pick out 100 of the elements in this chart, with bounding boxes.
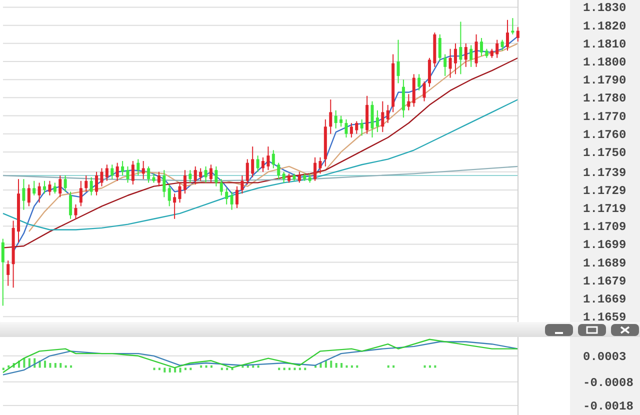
candlestick bbox=[22, 178, 26, 210]
y-tick-label: 1.1790 bbox=[583, 74, 626, 88]
bar bbox=[304, 368, 306, 370]
candlestick bbox=[282, 171, 286, 184]
bar bbox=[44, 360, 46, 368]
candlestick bbox=[490, 48, 494, 58]
candlestick bbox=[428, 57, 431, 88]
candlestick bbox=[74, 204, 78, 220]
y-tick-label: -0.0008 bbox=[583, 376, 634, 390]
candlestick bbox=[240, 174, 244, 194]
candlestick bbox=[485, 48, 488, 58]
candlestick bbox=[277, 162, 280, 180]
y-tick-label: 1.1669 bbox=[583, 292, 626, 306]
candlestick bbox=[136, 158, 140, 176]
candlestick bbox=[204, 166, 208, 184]
candlestick bbox=[1, 238, 4, 306]
candlestick bbox=[444, 54, 447, 76]
candlestick bbox=[272, 150, 275, 169]
candlestick bbox=[64, 174, 67, 192]
candlestick bbox=[334, 110, 338, 129]
bar bbox=[278, 368, 280, 370]
bar bbox=[190, 368, 192, 370]
y-tick-label: 1.1810 bbox=[583, 37, 626, 52]
bar bbox=[226, 368, 228, 370]
y-tick-label: 1.1800 bbox=[583, 56, 626, 70]
candlestick bbox=[162, 170, 166, 198]
candlestick bbox=[147, 166, 150, 184]
candlestick bbox=[58, 174, 62, 198]
y-tick-label: 1.1780 bbox=[583, 92, 626, 106]
y-tick-label: 1.1709 bbox=[583, 220, 626, 234]
candlestick bbox=[516, 26, 520, 42]
y-tick-label: 1.1770 bbox=[583, 110, 626, 124]
candlestick bbox=[110, 164, 114, 180]
y-tick-label: 1.1659 bbox=[583, 310, 626, 325]
candlestick bbox=[199, 168, 202, 182]
candlestick bbox=[500, 39, 504, 52]
candlestick bbox=[43, 180, 46, 194]
candlestick bbox=[470, 44, 473, 68]
line-series bbox=[28, 42, 519, 232]
bar bbox=[60, 363, 62, 368]
candlestick bbox=[454, 42, 457, 75]
line-series bbox=[2, 98, 519, 230]
candlestick bbox=[105, 164, 108, 182]
candlestick bbox=[116, 162, 119, 182]
candlestick bbox=[38, 182, 41, 204]
bar bbox=[2, 368, 4, 370]
candlestick bbox=[496, 39, 499, 58]
candlestick bbox=[340, 115, 343, 128]
bar bbox=[220, 368, 223, 370]
bar bbox=[153, 368, 156, 370]
candlestick bbox=[246, 158, 249, 186]
y-tick-label: 1.1719 bbox=[583, 202, 626, 216]
candlestick bbox=[344, 118, 348, 138]
candlestick bbox=[318, 156, 322, 174]
candlestick bbox=[121, 160, 124, 176]
candlestick bbox=[355, 120, 358, 134]
candlestick bbox=[480, 37, 483, 57]
candlestick bbox=[256, 155, 260, 172]
y-tick-label: 1.1830 bbox=[583, 1, 626, 16]
candlestick bbox=[188, 170, 192, 184]
bar bbox=[158, 368, 160, 370]
candlestick bbox=[6, 260, 10, 286]
candlestick bbox=[308, 173, 312, 184]
candlestick bbox=[178, 182, 182, 204]
candlestick bbox=[126, 166, 130, 184]
candlestick bbox=[168, 184, 171, 207]
bar bbox=[184, 368, 186, 370]
y-tick-label: 1.1699 bbox=[583, 238, 626, 252]
candlestick bbox=[262, 156, 264, 172]
candlestick bbox=[402, 79, 405, 118]
candlestick bbox=[230, 191, 234, 210]
candlestick bbox=[448, 48, 452, 78]
candlestick bbox=[266, 146, 270, 171]
candlestick bbox=[48, 180, 52, 196]
candlestick bbox=[386, 104, 390, 124]
bar bbox=[298, 368, 301, 370]
y-tick-label: 1.1739 bbox=[583, 166, 626, 180]
candlestick bbox=[194, 166, 197, 186]
candlestick bbox=[474, 34, 478, 68]
candlestick bbox=[396, 39, 400, 84]
candlestick bbox=[173, 193, 176, 220]
candlestick bbox=[157, 171, 160, 187]
candlestick bbox=[53, 182, 56, 194]
candlestick bbox=[370, 100, 374, 138]
y-tick-label: 0.0003 bbox=[583, 350, 626, 364]
y-tick-label: 1.1729 bbox=[583, 184, 626, 198]
candlestick bbox=[235, 186, 238, 209]
candlestick bbox=[314, 156, 317, 182]
candlestick bbox=[152, 173, 156, 184]
candlestick bbox=[422, 80, 426, 102]
bar bbox=[288, 368, 291, 370]
candlestick bbox=[298, 171, 301, 184]
candlestick bbox=[32, 180, 36, 196]
candlestick bbox=[251, 146, 254, 178]
candlestick bbox=[69, 191, 72, 220]
candlestick bbox=[79, 180, 82, 207]
bar bbox=[335, 363, 338, 368]
bar bbox=[179, 368, 182, 372]
candlestick bbox=[360, 118, 364, 136]
candlestick bbox=[464, 42, 468, 68]
